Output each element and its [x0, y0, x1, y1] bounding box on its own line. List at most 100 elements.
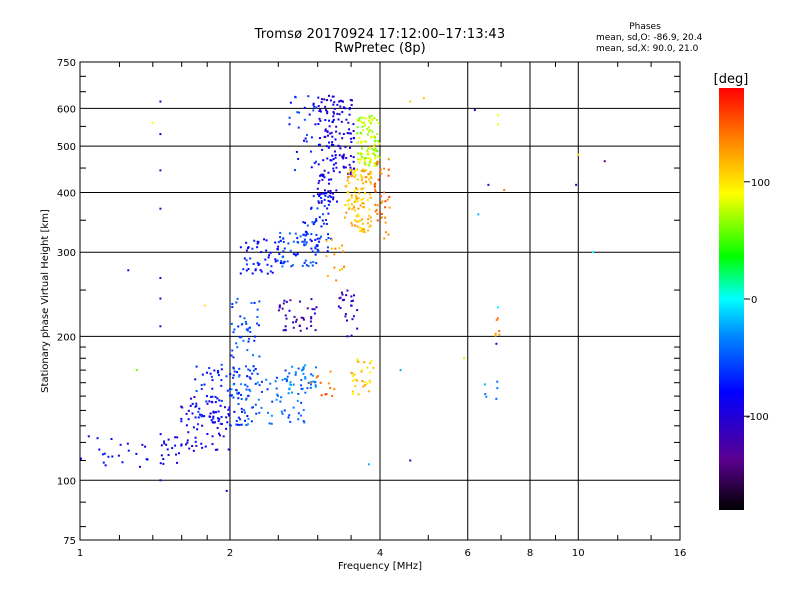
data-point: [367, 172, 370, 175]
data-point: [360, 155, 363, 158]
data-point: [503, 188, 506, 191]
data-point: [310, 298, 313, 301]
data-point: [313, 308, 316, 311]
data-point: [251, 272, 254, 275]
data-point: [235, 423, 238, 426]
data-point: [327, 190, 330, 193]
data-point: [310, 233, 313, 236]
data-point: [311, 264, 314, 267]
data-point: [214, 448, 217, 451]
data-point: [292, 326, 295, 329]
data-point: [309, 386, 312, 389]
data-point: [372, 366, 375, 369]
data-point: [246, 247, 249, 250]
data-point: [208, 367, 211, 370]
data-point: [498, 333, 501, 336]
data-point: [358, 192, 361, 195]
data-point: [349, 98, 352, 101]
data-point: [345, 211, 348, 214]
data-point: [257, 324, 260, 327]
data-point: [256, 261, 259, 264]
data-point: [235, 301, 238, 304]
data-point: [362, 206, 365, 209]
data-point: [220, 368, 223, 371]
data-point: [303, 106, 306, 109]
data-point: [360, 230, 363, 233]
data-point: [356, 225, 359, 228]
data-point: [364, 192, 367, 195]
data-point: [339, 306, 342, 309]
data-point: [239, 315, 242, 318]
data-point: [246, 415, 249, 418]
data-point: [296, 241, 299, 244]
data-point: [317, 105, 320, 108]
data-point: [377, 155, 380, 158]
data-point: [208, 415, 211, 418]
data-point: [243, 411, 246, 414]
data-point: [213, 369, 216, 372]
data-point: [314, 381, 317, 384]
data-point: [228, 414, 231, 417]
data-point: [159, 133, 162, 136]
data-point: [249, 390, 252, 393]
data-point: [252, 262, 255, 265]
data-point: [304, 377, 307, 380]
data-point: [283, 247, 286, 250]
x-tick-label: 8: [527, 548, 533, 559]
data-point: [160, 454, 163, 457]
data-point: [370, 182, 373, 185]
data-point: [336, 103, 339, 106]
data-point: [247, 268, 250, 271]
data-point: [342, 133, 345, 136]
data-point: [348, 128, 351, 131]
data-point: [237, 392, 240, 395]
data-point: [176, 436, 179, 439]
data-point: [328, 119, 331, 122]
data-point: [341, 299, 344, 302]
data-point: [351, 390, 354, 393]
data-point: [367, 157, 370, 160]
data-point: [317, 163, 320, 166]
data-point: [187, 431, 190, 434]
data-point: [252, 354, 255, 357]
data-point: [318, 110, 321, 113]
data-point: [341, 268, 344, 271]
data-point: [327, 182, 330, 185]
data-point: [279, 262, 282, 265]
data-point: [195, 444, 198, 447]
data-point: [239, 418, 242, 421]
data-point: [354, 169, 357, 172]
data-point: [374, 147, 377, 150]
data-point: [326, 207, 329, 210]
data-point: [380, 172, 383, 175]
data-point: [226, 389, 229, 392]
data-point: [197, 423, 200, 426]
data-point: [362, 187, 365, 190]
data-point: [373, 143, 376, 146]
data-point: [286, 375, 289, 378]
data-point: [294, 96, 297, 99]
data-point: [348, 206, 351, 209]
data-point: [237, 375, 240, 378]
data-point: [331, 154, 334, 157]
data-point: [249, 257, 252, 260]
data-point: [310, 247, 313, 250]
data-point: [369, 216, 372, 219]
data-point: [496, 123, 499, 126]
data-point: [256, 372, 259, 375]
data-point: [342, 157, 345, 160]
data-point: [251, 372, 254, 375]
data-point: [200, 414, 203, 417]
y-tick-label: 300: [57, 248, 76, 259]
data-point: [284, 329, 287, 332]
data-point: [347, 203, 350, 206]
mean-o-stats: mean, sd,O: -86.9, 20.4: [596, 33, 703, 43]
data-point: [409, 100, 412, 103]
data-point: [373, 185, 376, 188]
data-point: [341, 244, 344, 247]
data-point: [325, 255, 328, 258]
data-point: [369, 196, 372, 199]
data-point: [282, 329, 285, 332]
data-point: [316, 207, 319, 210]
data-point: [359, 219, 362, 222]
